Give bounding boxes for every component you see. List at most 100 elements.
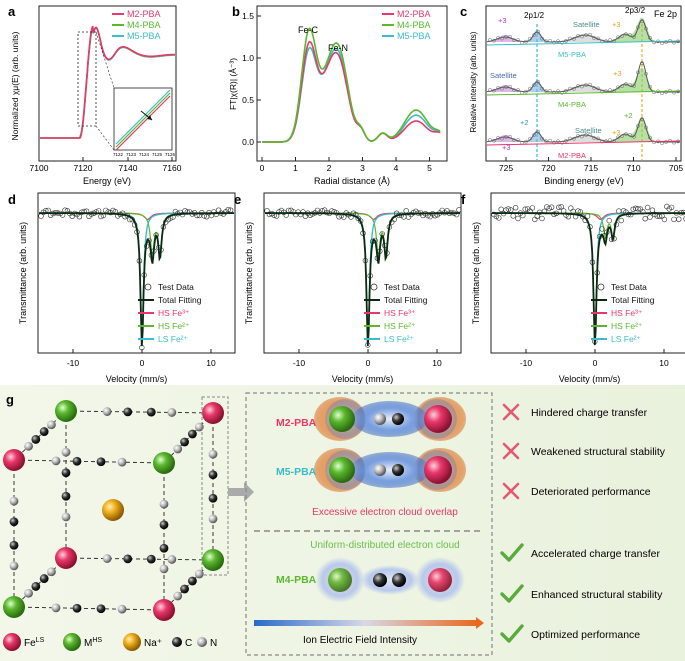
panel-a-frame xyxy=(38,5,177,162)
nitrogen-atom xyxy=(51,456,61,466)
c-datapoint xyxy=(580,34,584,39)
fe-ls-atom xyxy=(202,402,224,424)
b-curve-m4 xyxy=(262,27,441,143)
c-datapoint xyxy=(620,84,624,88)
cloud-cation-right xyxy=(424,405,452,433)
c-datapoint xyxy=(544,39,548,44)
cross-icon xyxy=(502,403,520,421)
nitrogen-atom xyxy=(117,457,127,467)
na-ion xyxy=(102,499,124,521)
moss-datapoint xyxy=(683,216,685,222)
moss-datapoint xyxy=(568,205,574,211)
c-xtick-label: 720 xyxy=(541,163,555,173)
c-datapoint xyxy=(640,117,644,121)
moss-datapoint xyxy=(599,226,605,232)
check-icon xyxy=(500,543,524,562)
moss-legend-item: HS Fe²⁺ xyxy=(384,321,416,331)
a-inset-tick: 7125 xyxy=(152,152,163,157)
panel-a-inset-arrowhead xyxy=(147,115,152,120)
c-datapoint xyxy=(488,88,492,92)
c-datapoint xyxy=(652,40,656,45)
moss-total-fit xyxy=(492,212,685,346)
b-legend-item: M4-PBA xyxy=(397,20,431,30)
c-fill-green xyxy=(595,117,670,142)
carbon-atom xyxy=(72,603,82,613)
moss-datapoint xyxy=(539,215,545,222)
panel-a-curves xyxy=(40,25,175,139)
c-datapoint xyxy=(524,139,528,144)
c-baseline xyxy=(486,40,681,46)
c-datapoint xyxy=(512,88,516,92)
verdict-bad: Deteriorated performance xyxy=(531,486,651,498)
cross-icon xyxy=(502,442,520,460)
moss-datapoint xyxy=(606,217,612,224)
c-datapoint xyxy=(552,140,556,145)
c-datapoint xyxy=(516,138,520,142)
lattice-edge xyxy=(13,410,67,461)
c-datapoint xyxy=(528,136,532,141)
fe-ls-atom xyxy=(153,599,175,621)
moss-datapoint xyxy=(671,216,677,223)
lattice-edge xyxy=(13,459,165,464)
nitrogen-atom xyxy=(173,444,183,454)
moss-datapoint xyxy=(556,204,562,211)
c-datapoint xyxy=(488,38,492,42)
mossbauer-panels: d Transmittance (arb. units) Velocity (mm/… xyxy=(8,192,685,384)
panel-label-d: d xyxy=(8,192,16,207)
m-hs-atom xyxy=(153,452,175,474)
c-xtick-label: 710 xyxy=(626,163,640,173)
cloud-blue-bridge xyxy=(352,401,428,437)
c-datapoint xyxy=(608,138,612,142)
moss-datapoint xyxy=(635,206,641,212)
moss-datapoint xyxy=(76,214,83,220)
cloud-cation-left xyxy=(328,568,352,592)
lattice-edge xyxy=(13,606,165,611)
moss-xtick-label: 0 xyxy=(140,358,145,368)
panel-b-frame xyxy=(256,5,448,162)
c-fill-purple xyxy=(488,35,520,42)
ox-plus3-d: +3 xyxy=(612,128,621,137)
c-datapoint xyxy=(628,82,632,87)
legend-g-item: Na⁺ xyxy=(144,638,162,649)
c-fill-blue xyxy=(520,30,555,42)
moss-legend-symbol xyxy=(597,283,605,291)
electron-clouds xyxy=(314,397,466,603)
c-datapoint xyxy=(532,133,536,137)
panel-c-label: c xyxy=(460,4,467,19)
c-datapoint xyxy=(624,32,628,36)
c-fill-blue xyxy=(520,130,555,142)
field-label: Ion Electric Field Intensity xyxy=(303,635,417,646)
c-baseline xyxy=(486,140,681,146)
nitrogen-atom xyxy=(47,420,56,430)
nitrogen-atom xyxy=(194,569,204,579)
lattice-highlight-box xyxy=(201,396,229,576)
c-datapoint xyxy=(508,84,512,89)
c-datapoint xyxy=(584,33,588,37)
moss-legend-item: Test Data xyxy=(158,282,194,292)
c-datapoint xyxy=(500,36,504,41)
peak-2p12: 2p1/2 xyxy=(524,11,545,20)
a-xtick-label: 7140 xyxy=(119,163,138,173)
c-datapoint xyxy=(592,136,596,140)
verdict-good: Optimized performance xyxy=(531,629,640,641)
carbon-atom xyxy=(39,574,49,583)
c-datapoint xyxy=(564,88,568,93)
carbon-atom xyxy=(9,517,19,527)
panel-a-zoom-line-2 xyxy=(95,125,115,151)
c-datapoint xyxy=(664,140,668,144)
moss-datapoint xyxy=(558,204,564,210)
c-datapoint xyxy=(640,19,644,23)
c-datapoint xyxy=(576,84,580,88)
nitrogen-atom xyxy=(208,449,218,459)
verdict-list: Hindered charge transfer Weakened structu… xyxy=(500,403,666,643)
c-datapoint xyxy=(536,129,540,134)
b-xtick-label: 3 xyxy=(360,163,365,173)
moss-legend-item: HS Fe³⁺ xyxy=(611,308,643,318)
carbon-atom xyxy=(159,543,169,553)
panel-b: b 0 1 2 3 4 5 0.0 0.5 1.0 1.5 Radial distance (Å)… xyxy=(228,4,448,186)
moss-datapoint xyxy=(649,207,656,213)
b-ytick-label: 0.0 xyxy=(242,137,254,147)
c-baseline xyxy=(486,90,681,96)
